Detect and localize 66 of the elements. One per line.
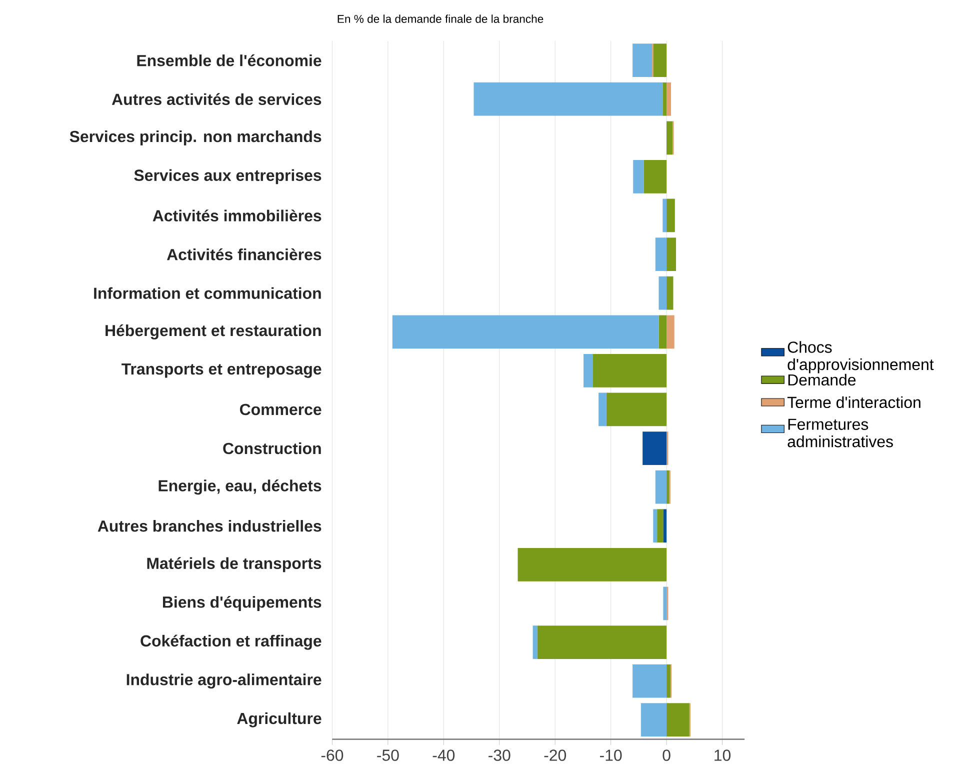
- y-tick-label: Biens d'équipements: [162, 596, 322, 611]
- x-tick-label: -50: [377, 750, 399, 761]
- y-tick-label: Construction: [223, 442, 321, 454]
- chart-title: En % de la demande finale de la branche: [338, 14, 544, 23]
- bar: [666, 238, 676, 271]
- bar: [653, 509, 658, 542]
- bar: [666, 315, 674, 348]
- bar: [653, 44, 667, 77]
- y-tick-label: Autres activités de services: [112, 93, 322, 105]
- bar: [662, 198, 667, 232]
- bar: [598, 392, 606, 426]
- bar: [666, 276, 674, 310]
- bar: [666, 198, 675, 232]
- bar: [663, 509, 667, 542]
- bar: [537, 626, 667, 659]
- bar: [666, 703, 690, 736]
- bar: [657, 509, 664, 542]
- x-tick-label: -10: [600, 750, 622, 761]
- x-tick-label: -20: [544, 750, 566, 761]
- y-tick-label: Services aux entreprises: [134, 169, 322, 184]
- bar: [663, 586, 667, 620]
- bar: [662, 82, 667, 116]
- bar: [655, 470, 667, 504]
- y-tick-label: Energie, eau, déchets: [158, 479, 322, 495]
- y-tick-label: Information et communication: [94, 287, 321, 299]
- bar: [644, 160, 667, 194]
- bar: [606, 392, 667, 426]
- y-tick-label: Hébergement et restauration: [106, 324, 321, 340]
- y-tick-label: Matériels de transports: [147, 557, 322, 572]
- x-tick-label: -30: [488, 750, 510, 761]
- bar: [392, 315, 659, 348]
- bar: [642, 432, 667, 465]
- bar: [584, 354, 593, 388]
- legend-label: Chocs d'approvisionnement: [788, 341, 934, 374]
- y-tick-label: Cokéfaction et raffinage: [140, 634, 322, 650]
- x-tick-label: -40: [432, 750, 455, 761]
- bar: [666, 470, 670, 504]
- bar: [666, 121, 673, 155]
- x-tick-label: 0: [662, 750, 670, 761]
- bar: [666, 664, 670, 698]
- y-tick-label: Agriculture: [237, 712, 322, 728]
- bar: [632, 44, 652, 77]
- bar: [666, 82, 672, 116]
- x-tick-label: -60: [321, 750, 344, 761]
- y-tick-label: Services princip. non marchands: [70, 130, 322, 146]
- y-tick-label: Industrie agro-alimentaire: [126, 674, 322, 688]
- y-tick-label: Commerce: [240, 404, 322, 416]
- bar: [532, 626, 538, 659]
- y-tick-label: Transports et entreposage: [122, 363, 322, 378]
- y-tick-label: Autres branches industrielles: [98, 520, 322, 532]
- bar: [658, 315, 667, 348]
- bar: [474, 82, 663, 116]
- bar: [592, 354, 667, 388]
- bar: [658, 276, 667, 310]
- bar: [633, 160, 644, 194]
- bar: [640, 703, 667, 736]
- bar: [632, 664, 667, 698]
- bar: [518, 548, 667, 582]
- y-tick-label: Ensemble de l'économie: [137, 54, 322, 66]
- y-tick-label: Activités financières: [166, 248, 322, 260]
- x-tick-label: 10: [714, 750, 731, 761]
- legend-label: Demande: [788, 374, 856, 386]
- legend-label: Terme d'interaction: [787, 396, 920, 408]
- legend-label: Fermetures administratives: [788, 418, 893, 448]
- bar: [655, 238, 667, 271]
- y-tick-label: Activités immobilières: [152, 209, 322, 222]
